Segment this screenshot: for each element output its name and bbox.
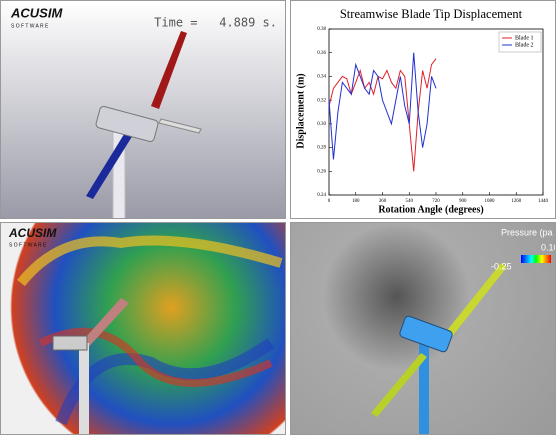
x-tick-label: 0 (328, 199, 331, 204)
legend-label: Blade 2 (515, 42, 534, 48)
blade (159, 119, 201, 133)
x-tick-label: 1080 (485, 199, 496, 204)
y-tick-label: 0.32 (317, 98, 326, 103)
blade (151, 31, 187, 109)
x-tick-label: 900 (459, 199, 467, 204)
legend-label: Blade 1 (515, 35, 534, 41)
page: ACUSIM S O F T W A R E Time = 4.889 s. S… (0, 0, 556, 435)
turbine-scene: ACUSIM S O F T W A R E Time = 4.889 s. (1, 1, 286, 219)
y-axis-label: Displacement (m) (295, 73, 306, 148)
y-tick-label: 0.38 (317, 27, 326, 32)
turbine-view: ACUSIM S O F T W A R E Time = 4.889 s. (0, 0, 286, 219)
plot-frame (329, 29, 543, 195)
vortex (21, 241, 281, 284)
y-tick-label: 0.26 (317, 169, 326, 174)
logo: ACUSIM (10, 5, 63, 20)
colorbar-min: -0.25 (491, 261, 512, 271)
y-tick-label: 0.28 (317, 146, 326, 151)
x-tick-label: 360 (379, 199, 387, 204)
x-tick-label: 720 (432, 199, 440, 204)
vortex-scene: ACUSIM S O F T W A R E (1, 223, 286, 435)
colorbar-title: Pressure (pa (501, 227, 553, 237)
data-line (329, 59, 436, 172)
tower (79, 343, 89, 435)
logo-sub: S O F T W A R E (11, 23, 49, 29)
chart-panel: Streamwise Blade Tip Displacement Rotati… (290, 0, 556, 219)
x-tick-label: 540 (406, 199, 414, 204)
logo-sub: S O F T W A R E (9, 242, 47, 248)
y-tick-label: 0.34 (317, 75, 326, 80)
logo: ACUSIM (8, 226, 57, 240)
nacelle (53, 336, 87, 350)
blade (441, 263, 507, 343)
y-tick-label: 0.36 (317, 51, 326, 56)
vortex-view: ACUSIM S O F T W A R E (0, 222, 286, 435)
x-tick-label: 180 (352, 199, 360, 204)
blade (371, 353, 427, 417)
colorbar (521, 255, 551, 263)
y-tick-label: 0.24 (317, 193, 326, 198)
colorbar-max: 0.10 (541, 242, 556, 252)
pressure-view: Pressure (pa 0.10 -0.25 (290, 222, 556, 435)
chart-title: Streamwise Blade Tip Displacement (340, 7, 523, 21)
x-axis-label: Rotation Angle (degrees) (378, 204, 483, 215)
pressure-scene: Pressure (pa 0.10 -0.25 (291, 223, 556, 435)
chart: Streamwise Blade Tip Displacement Rotati… (291, 1, 555, 218)
tower (419, 333, 429, 435)
y-tick-label: 0.30 (317, 122, 326, 127)
data-line (329, 53, 436, 160)
x-tick-label: 1440 (538, 199, 549, 204)
time-label: Time = 4.889 s. (154, 16, 277, 30)
vortex (61, 343, 271, 423)
blade (86, 131, 133, 199)
x-tick-label: 1260 (511, 199, 522, 204)
